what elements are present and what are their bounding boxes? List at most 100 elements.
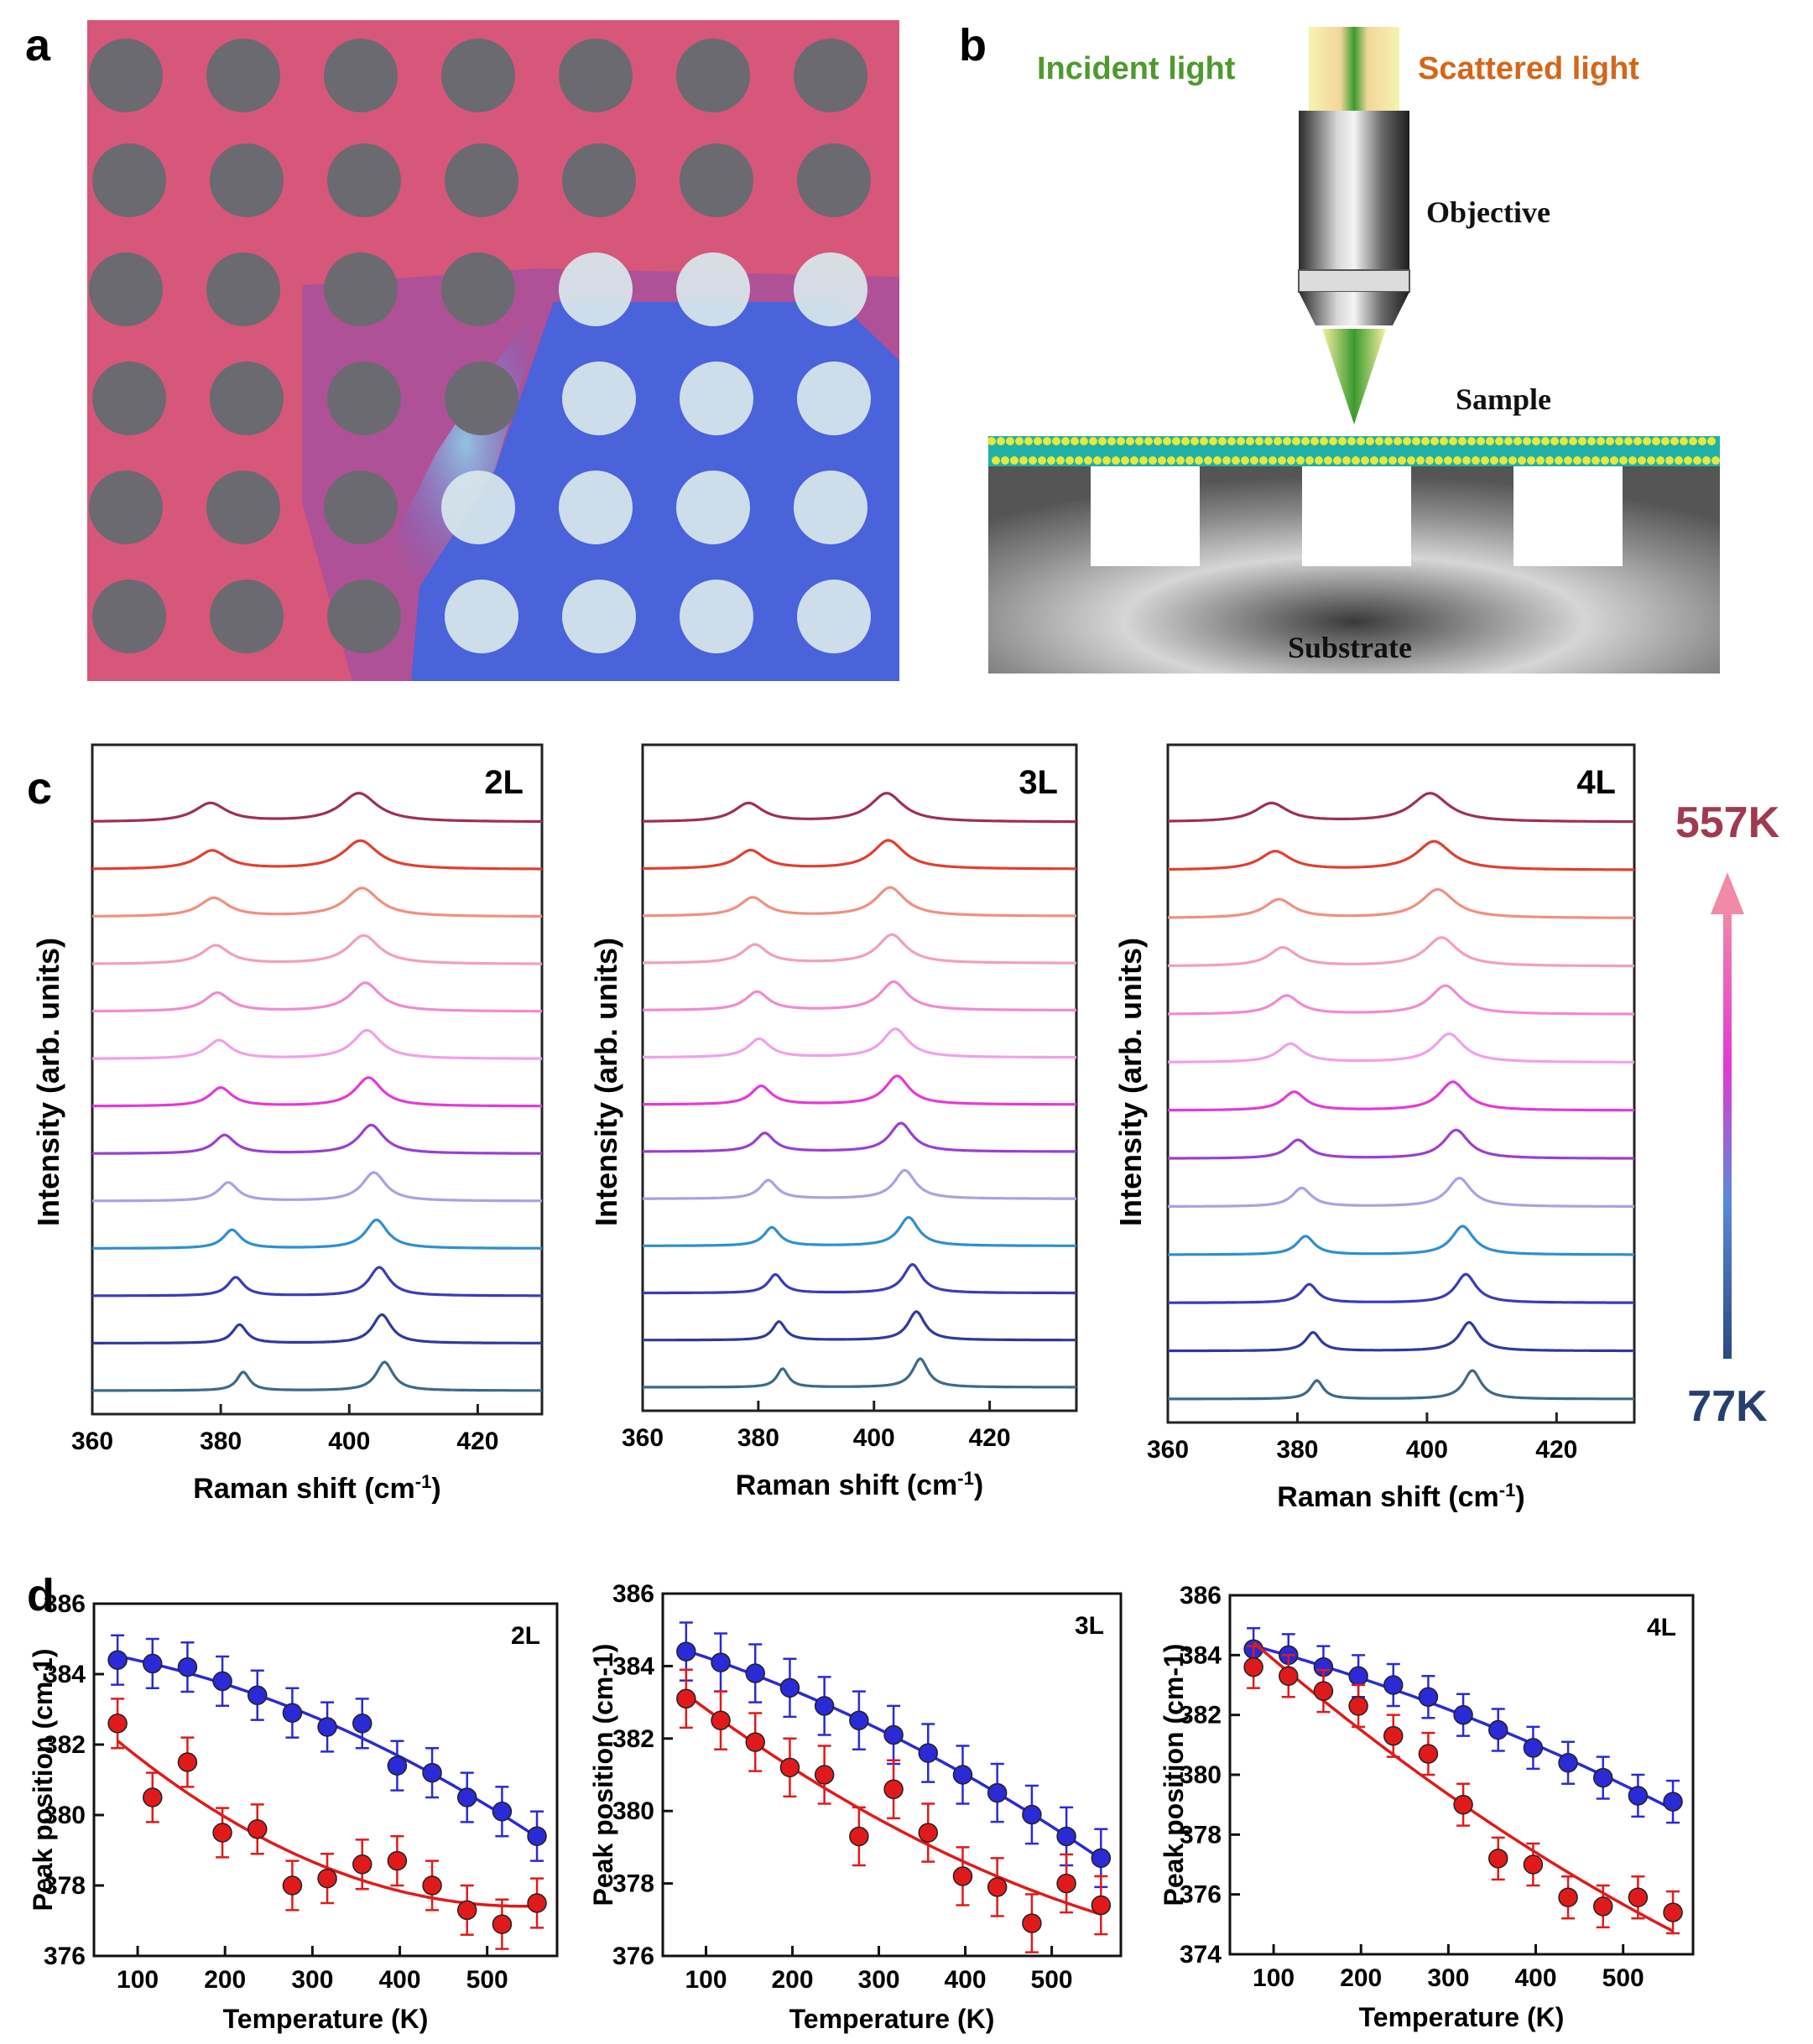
sample-label: Sample [1456,382,1551,416]
plot-frame [92,1602,559,1958]
x-tick-label: 100 [685,1966,727,1994]
atom-top [1477,437,1485,445]
atom-bottom [1065,456,1074,465]
y-tick-label: 384 [612,1652,654,1680]
substrate-hole-dot [680,143,753,217]
spectrum-line [1168,840,1634,871]
plot-layer-label: 3L [1075,1612,1104,1640]
x-tick-label: 400 [945,1966,987,1994]
atom-bottom [1296,456,1305,465]
data-point-blue [422,1762,442,1783]
atom-top [1578,437,1586,445]
plot-frame [1166,743,1636,1424]
substrate-hole-dot [445,580,518,653]
atom-top [1034,437,1042,445]
atom-top [1117,437,1125,445]
atom-bottom [1536,456,1545,465]
data-point-blue [1523,1738,1544,1758]
y-tick-label: 386 [612,1580,654,1608]
atom-bottom [1435,456,1443,465]
spectrum-line [92,1266,542,1298]
spectrum-line [643,839,1076,871]
data-point-red [456,1900,477,1921]
spectrum-line [92,839,542,871]
atom-bottom [1130,456,1138,465]
y-tick-label: 382 [44,1731,86,1759]
objective-body [1299,111,1409,270]
spectrum-line [1168,1176,1634,1208]
atom-bottom [1149,456,1157,465]
panel-label-c: c [27,763,52,814]
atom-top [1449,437,1457,445]
atom-top [1144,437,1153,445]
atom-bottom [1499,456,1508,465]
atom-bottom [1462,456,1471,465]
atom-top [1338,437,1347,445]
atom-bottom [1545,456,1554,465]
atom-top [1071,437,1079,445]
atom-top [1218,437,1227,445]
atom-top [1523,437,1531,445]
atom-top [1633,437,1642,445]
atom-bottom [1232,456,1240,465]
atom-bottom [1047,456,1055,465]
substrate-hole-dot [441,471,515,544]
atom-top [1597,437,1605,445]
y-tick-label: 376 [1180,1881,1222,1909]
data-point-red [1453,1794,1473,1815]
atom-top [1264,437,1273,445]
atom-top [1412,437,1420,445]
x-tick-label: 500 [1602,1964,1644,1992]
atom-bottom [1628,456,1637,465]
substrate-hole-dot [92,143,166,217]
substrate-label: Substrate [1288,631,1412,664]
substrate-hole-dot [327,361,401,435]
substrate-hole-dot [206,471,280,544]
atom-bottom [1121,456,1129,465]
atom-bottom [1592,456,1600,465]
atom-bottom [1102,456,1111,465]
atom-top [987,437,996,445]
spectrum-line [643,980,1076,1012]
atom-top [1394,437,1402,445]
panel-d-peaks: 100 200 300 400 500 376 378 380 382 384 386 2L Tempe… [28,1580,1695,2034]
substrate-hole-dot [559,252,633,326]
substrate-hole-dot [92,361,166,435]
atom-bottom [1472,456,1480,465]
data-point-blue [745,1663,765,1683]
spectrum-line [91,934,542,965]
data-point-blue [1348,1666,1368,1687]
atom-top [1643,437,1651,445]
atom-bottom [1647,456,1655,465]
atom-bottom [1582,456,1591,465]
atom-bottom [1305,456,1314,465]
data-point-red [212,1823,232,1843]
data-point-red [1313,1681,1334,1701]
peak-plot-2L: 100 200 300 400 500 376 378 380 382 384 386 2L Tempe… [28,1590,559,2034]
incident-light-label: Incident light [1037,51,1236,86]
atom-top [1310,437,1319,445]
atom-bottom [1693,456,1701,465]
spectrum-line [643,1168,1076,1200]
data-point-blue [456,1787,477,1807]
atom-bottom [1444,456,1452,465]
atom-top [1080,437,1088,445]
atom-bottom [1555,456,1563,465]
atom-bottom [1222,456,1231,465]
data-point-blue [177,1657,198,1677]
atom-top [1126,437,1134,445]
substrate-hole-dot [327,580,401,653]
spectrum-line [1168,936,1634,968]
data-point-red [422,1875,442,1896]
spectra-plot-2L: 2L 360 380 400 420 Raman shift (cm-1) Intensit… [31,743,544,1505]
atom-top [1486,437,1494,445]
plot-frame [661,1592,1123,1958]
substrate-hole-dot [559,39,633,112]
hole-array [89,39,871,653]
x-tick-label: 420 [969,1424,1011,1452]
data-point-blue [1487,1719,1508,1740]
data-point-blue [1592,1767,1613,1788]
y-tick-label: 380 [44,1802,86,1829]
substrate-hole-dot [680,361,753,435]
x-tick-label: 400 [1514,1964,1556,1992]
